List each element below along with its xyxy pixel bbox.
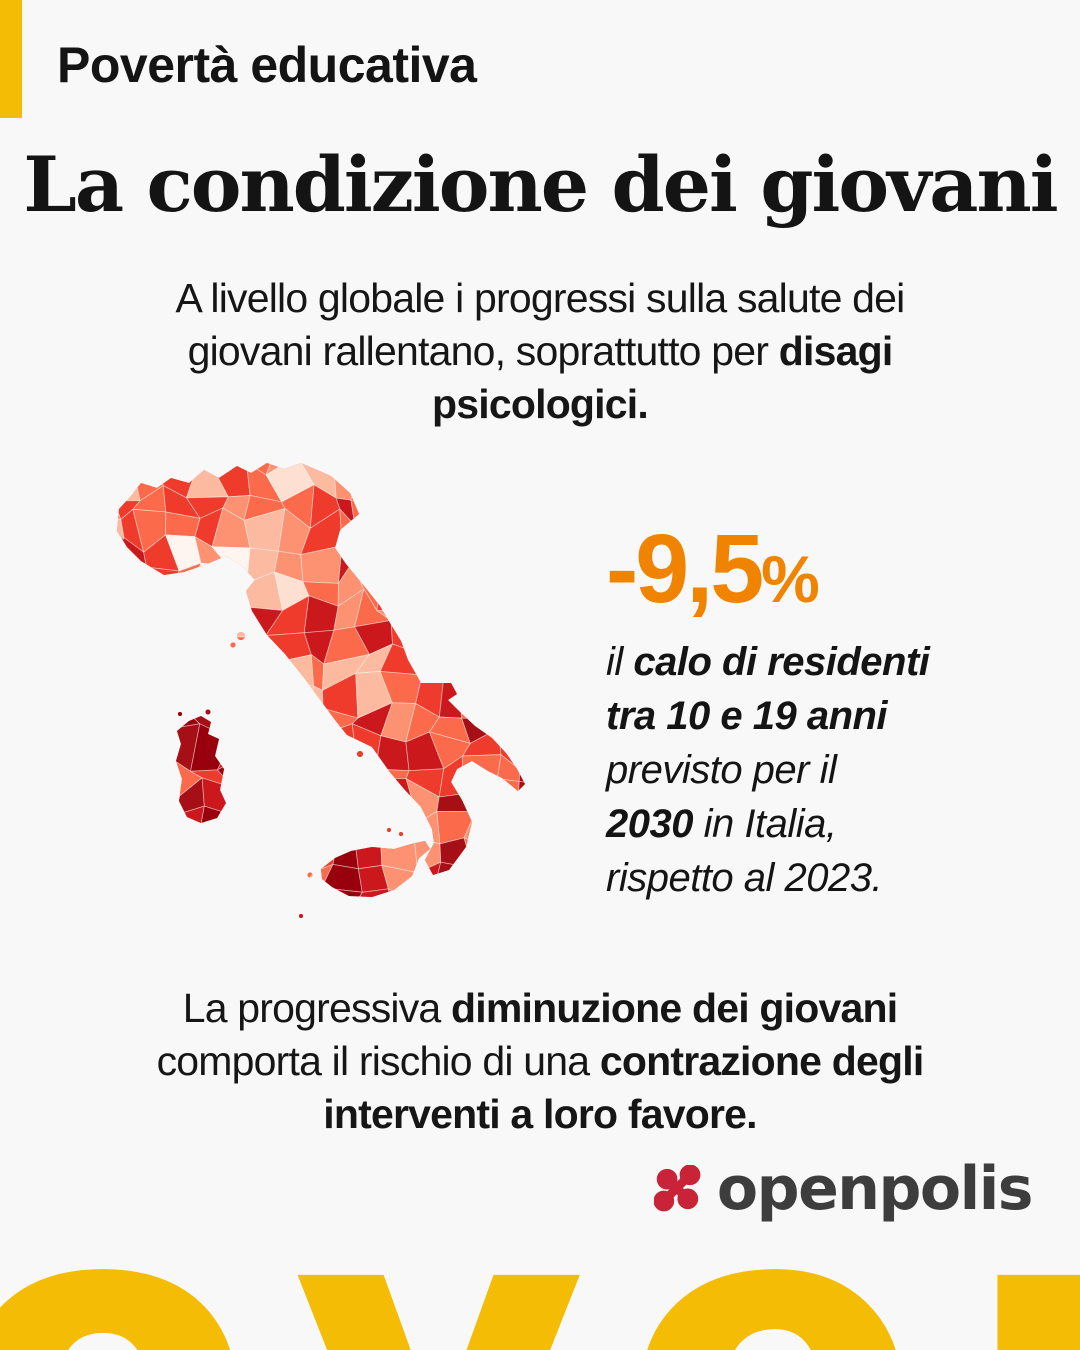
- intro-paragraph: A livello globale i progressi sulla salu…: [0, 272, 1080, 431]
- text-line: comporta il rischio di una contrazione d…: [156, 1038, 925, 1084]
- text-line: psicologici.: [432, 381, 649, 427]
- stat-description: il calo di residenti tra 10 e 19 anni prev…: [606, 635, 1046, 905]
- text-line: interventi a loro favore.: [323, 1091, 757, 1137]
- stat-block: -9,5% il calo di residenti tra 10 e 19 an…: [606, 519, 1046, 905]
- text-line: previsto per il: [606, 747, 837, 792]
- stat-value: -9,5%: [606, 519, 1046, 619]
- text-line: 2030 in Italia,: [606, 801, 837, 846]
- stat-number: -9,5: [606, 514, 764, 623]
- text-line: A livello globale i progressi sulla salu…: [175, 275, 906, 321]
- accent-bar: [0, 0, 22, 118]
- kicker: Povertà educativa: [57, 37, 477, 93]
- italy-choropleth-map: [117, 463, 525, 918]
- outro-paragraph: La progressiva diminuzione dei giovani co…: [0, 982, 1080, 1141]
- text-line: giovani rallentano, soprattutto per disa…: [187, 328, 894, 374]
- openpolis-logo: openpolis: [653, 1154, 1034, 1224]
- text-line: il calo di residenti: [606, 639, 930, 684]
- page-title: La condizione dei giovani: [23, 140, 1058, 229]
- openpolis-wordmark: openpolis: [716, 1154, 1034, 1224]
- percent-sign: %: [761, 542, 820, 616]
- openpolis-flower-icon: [653, 1165, 701, 1212]
- text-line: La progressiva diminuzione dei giovani: [182, 985, 898, 1031]
- text-line: tra 10 e 19 anni: [606, 693, 888, 738]
- text-line: rispetto al 2023.: [606, 855, 883, 900]
- watermark-text: over: [0, 1147, 1080, 1350]
